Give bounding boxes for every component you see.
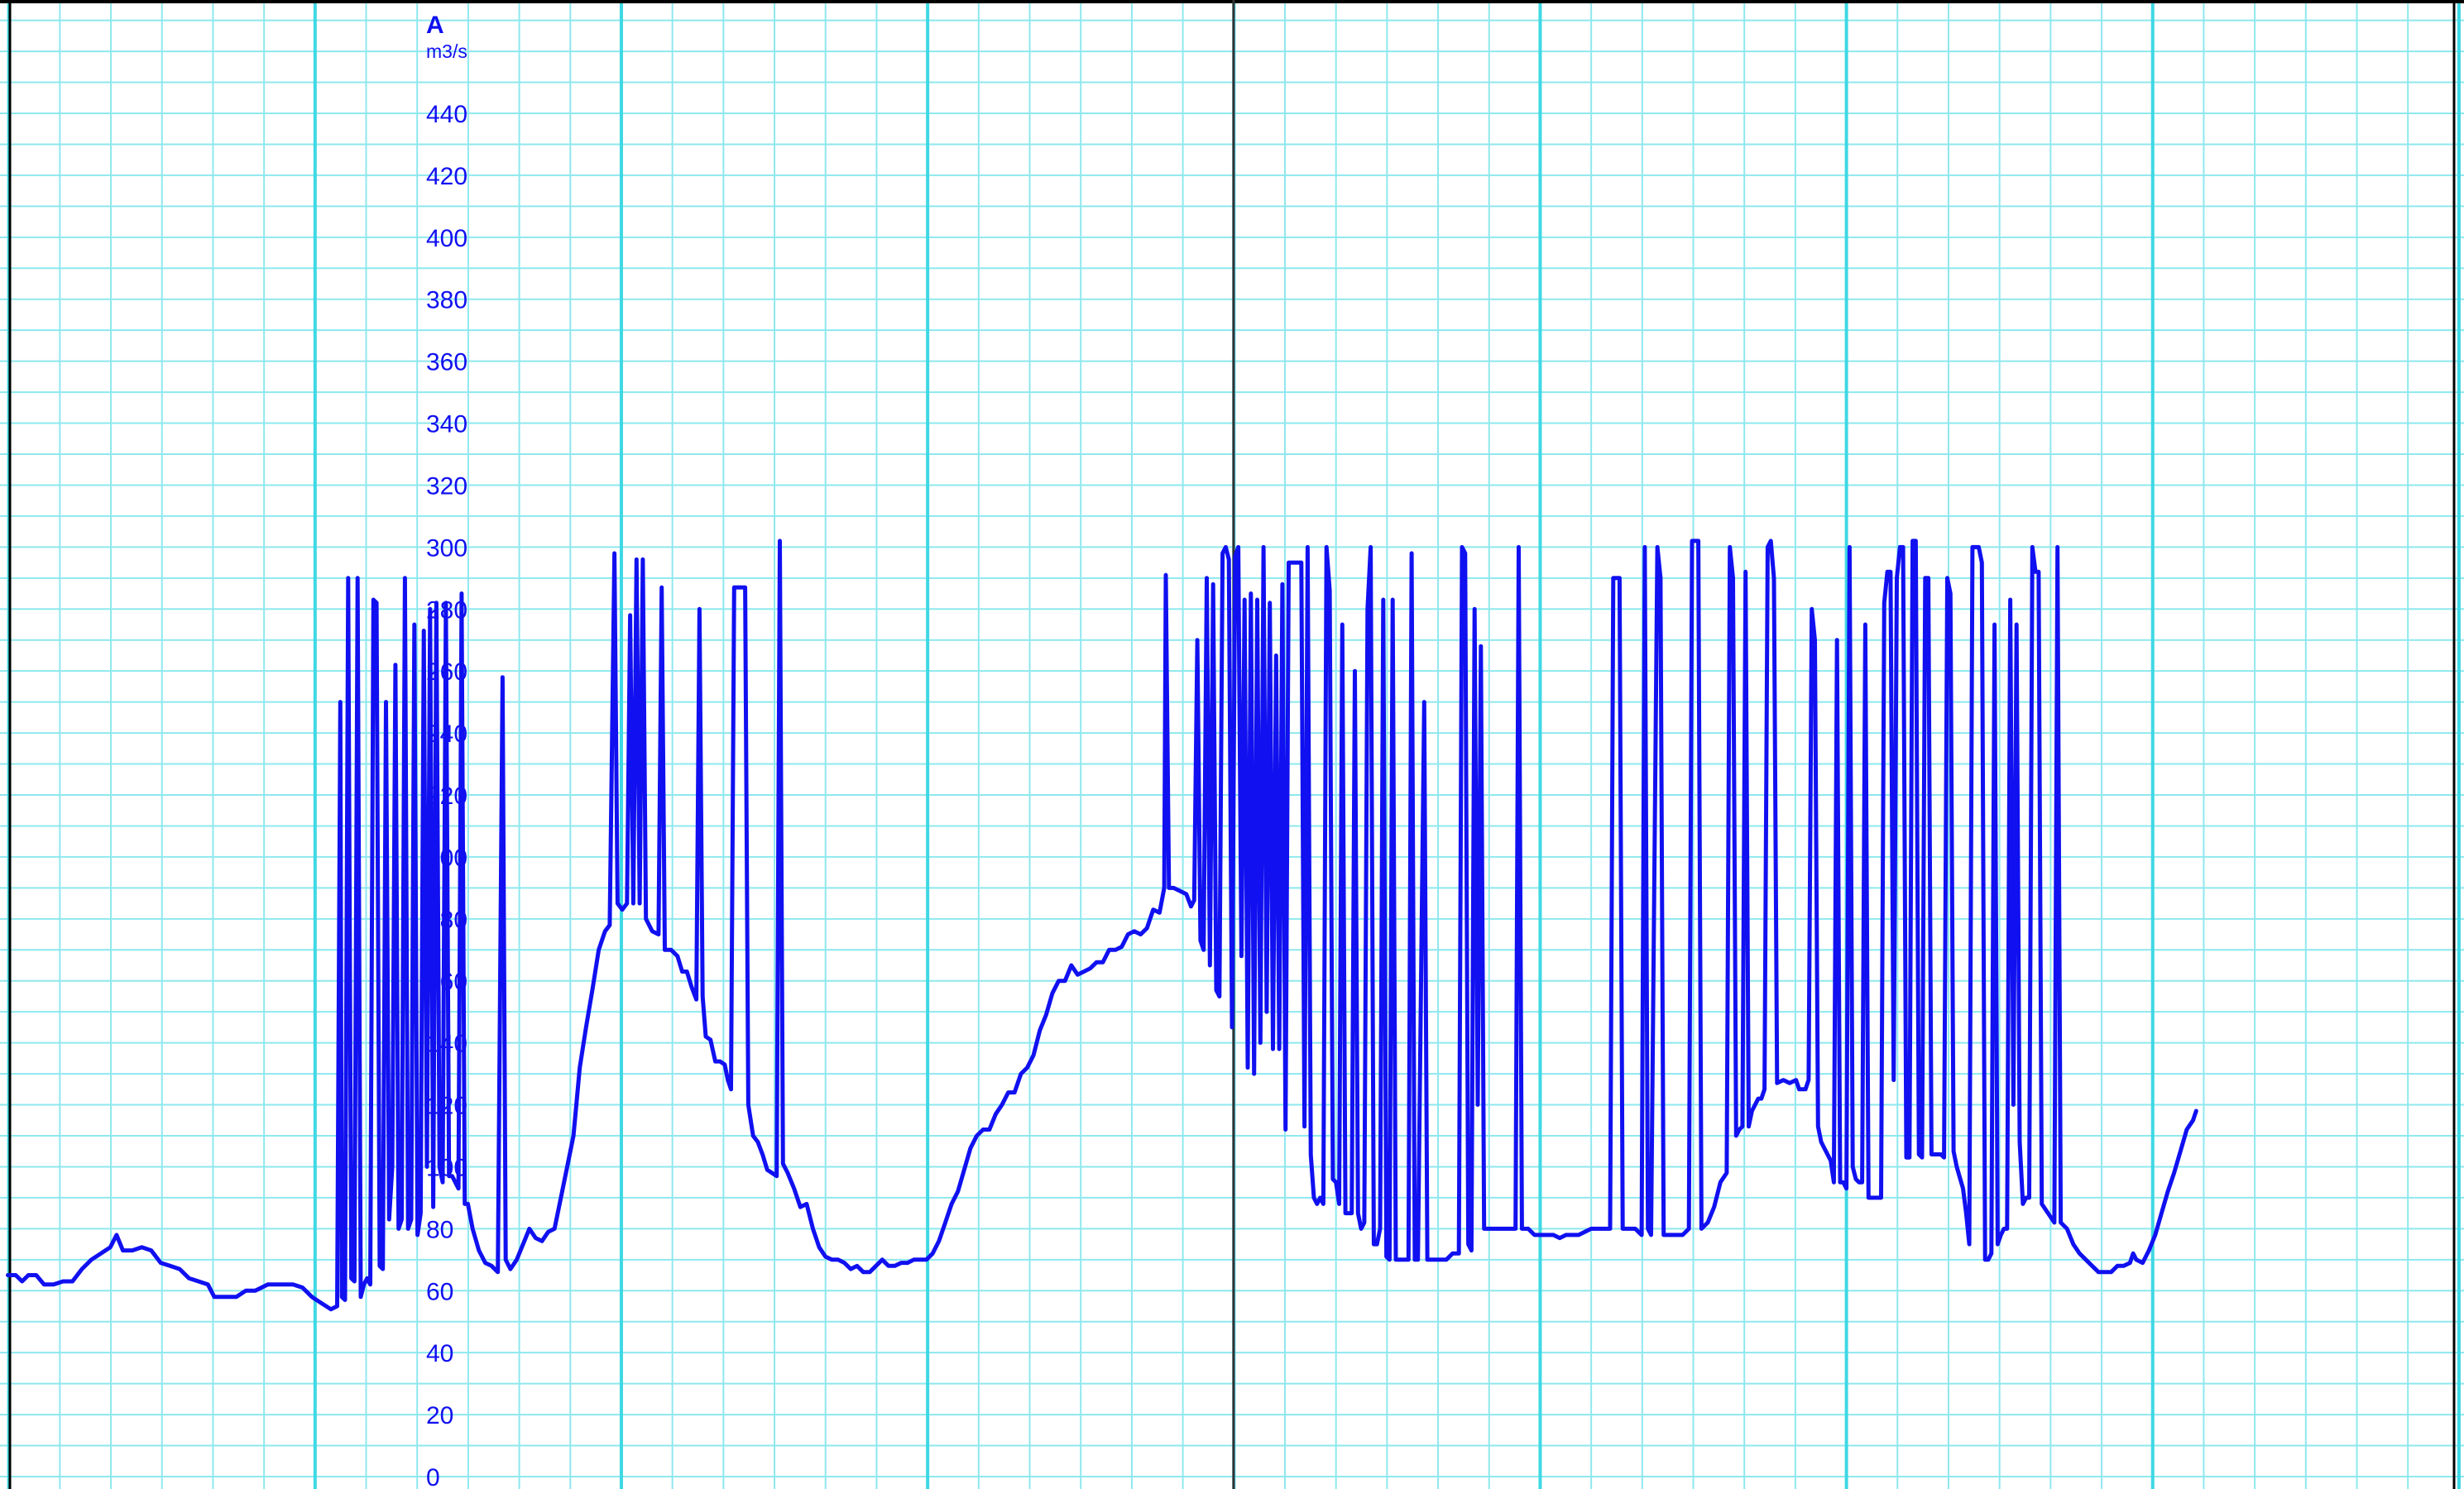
y-tick-label: 60: [426, 1278, 453, 1305]
y-tick-label: 100: [426, 1154, 467, 1181]
y-tick-label: 260: [426, 658, 467, 686]
series-line-0: [6, 539, 2198, 1312]
y-tick-label: 360: [426, 349, 467, 376]
y-axis-title: A: [426, 12, 444, 39]
y-tick-label: 0: [426, 1464, 440, 1489]
y-tick-label: 380: [426, 287, 467, 314]
y-tick-label: 240: [426, 721, 467, 748]
y-tick-label: 40: [426, 1340, 453, 1367]
y-tick-label: 160: [426, 969, 467, 996]
y-tick-label: 300: [426, 534, 467, 562]
y-tick-label: 80: [426, 1216, 453, 1243]
y-tick-label: 340: [426, 411, 467, 438]
y-tick-label: 140: [426, 1031, 467, 1058]
y-tick-label: 440: [426, 101, 467, 128]
data-series: [6, 539, 2198, 1312]
y-tick-label: 320: [426, 472, 467, 500]
y-tick-label: 280: [426, 596, 467, 624]
y-tick-label: 400: [426, 225, 467, 252]
y-axis-unit: m3/s: [426, 41, 467, 62]
y-tick-label: 180: [426, 907, 467, 934]
y-tick-label: 200: [426, 845, 467, 872]
y-tick-label: 20: [426, 1402, 453, 1429]
y-tick-label: 420: [426, 163, 467, 190]
y-tick-label: 220: [426, 783, 467, 810]
y-axis-labels: A m3/s 0 20 40 60 80 100 120 140 160 180 200 220 240…: [426, 12, 467, 1489]
y-tick-label: 120: [426, 1093, 467, 1120]
